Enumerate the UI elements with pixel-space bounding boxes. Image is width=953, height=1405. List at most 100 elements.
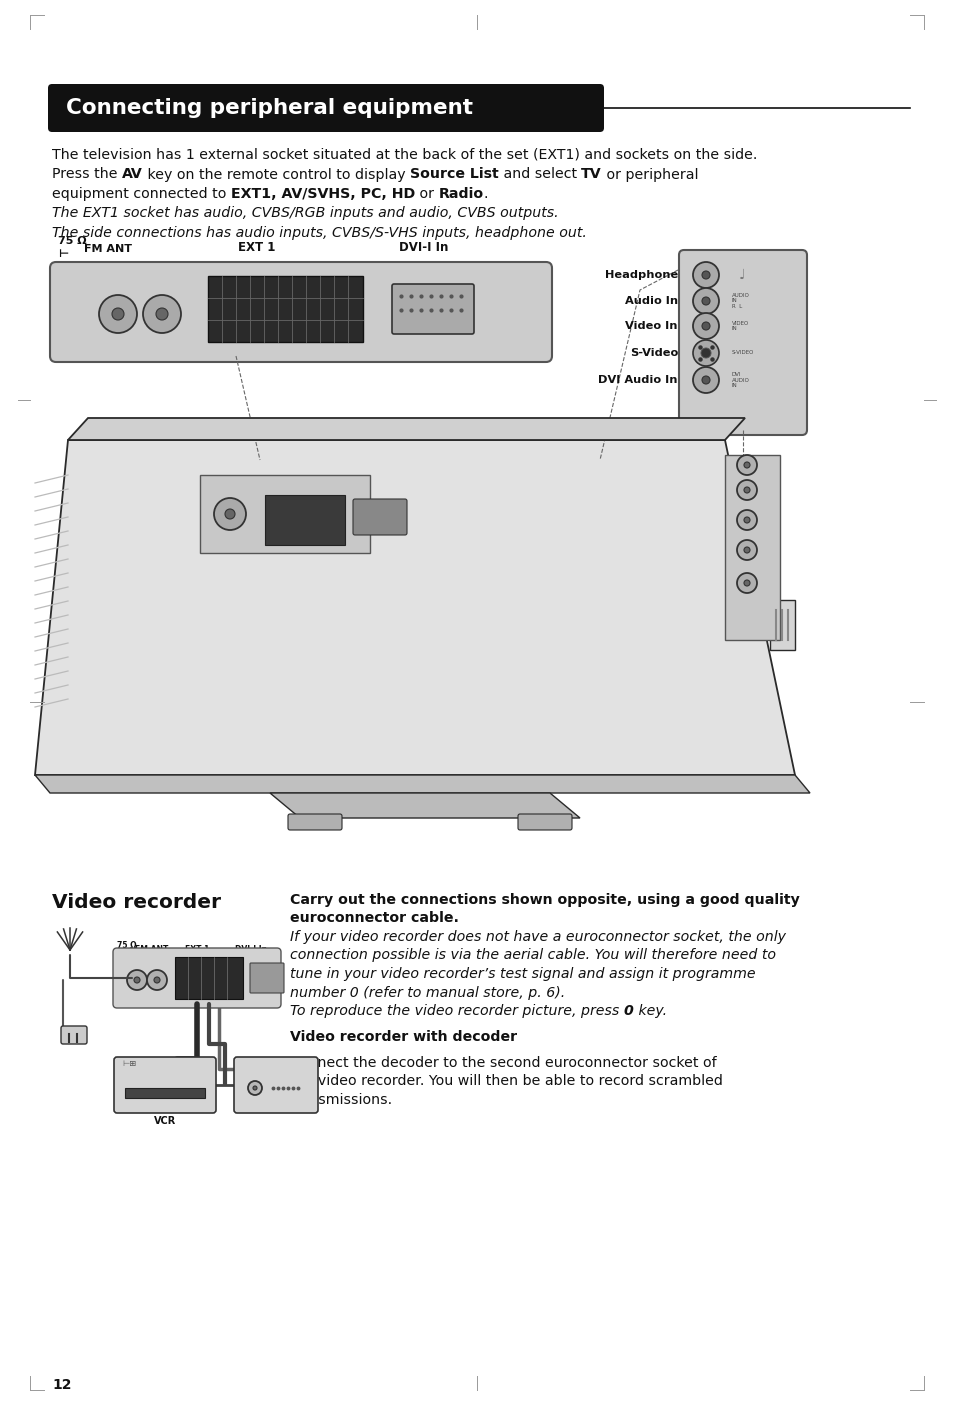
FancyBboxPatch shape xyxy=(288,813,341,830)
Circle shape xyxy=(743,462,749,468)
Text: TV: TV xyxy=(580,167,601,181)
Circle shape xyxy=(743,580,749,586)
Text: DVI Audio In: DVI Audio In xyxy=(598,375,678,385)
Polygon shape xyxy=(35,776,809,792)
Text: number 0 (refer to manual store, p. 6).: number 0 (refer to manual store, p. 6). xyxy=(290,985,565,999)
Circle shape xyxy=(156,308,168,320)
Text: Source List: Source List xyxy=(410,167,498,181)
FancyBboxPatch shape xyxy=(61,1026,87,1044)
Text: ⊢: ⊢ xyxy=(58,249,68,259)
Circle shape xyxy=(133,976,140,983)
Circle shape xyxy=(692,367,719,393)
Polygon shape xyxy=(270,792,579,818)
Circle shape xyxy=(99,295,137,333)
Circle shape xyxy=(692,340,719,365)
Text: or: or xyxy=(415,187,438,201)
Text: key on the remote control to display: key on the remote control to display xyxy=(143,167,410,181)
Circle shape xyxy=(147,969,167,991)
Circle shape xyxy=(701,377,709,384)
Bar xyxy=(200,475,370,554)
Text: euroconnector cable.: euroconnector cable. xyxy=(290,912,458,926)
Text: AUDIO
IN
R  L: AUDIO IN R L xyxy=(731,294,749,309)
FancyBboxPatch shape xyxy=(250,962,284,993)
Circle shape xyxy=(743,547,749,554)
Text: The side connections has audio inputs, CVBS/S-VHS inputs, headphone out.: The side connections has audio inputs, C… xyxy=(52,226,586,240)
Text: 75 Ω: 75 Ω xyxy=(58,236,87,246)
Text: Press the: Press the xyxy=(52,167,122,181)
Text: If your video recorder does not have a euroconnector socket, the only: If your video recorder does not have a e… xyxy=(290,930,785,944)
Circle shape xyxy=(213,497,246,530)
Circle shape xyxy=(737,481,757,500)
Circle shape xyxy=(701,271,709,280)
Circle shape xyxy=(692,313,719,339)
Text: Connect the decoder to the second euroconnector socket of: Connect the decoder to the second euroco… xyxy=(290,1055,716,1069)
Circle shape xyxy=(701,322,709,330)
Circle shape xyxy=(248,1080,262,1094)
Text: 0: 0 xyxy=(623,1005,633,1019)
Text: 12: 12 xyxy=(52,1378,71,1392)
Polygon shape xyxy=(769,600,794,651)
Text: equipment connected to: equipment connected to xyxy=(52,187,231,201)
Text: DVI-I In: DVI-I In xyxy=(398,242,448,254)
Text: Video recorder: Video recorder xyxy=(52,894,221,912)
Text: The EXT1 socket has audio, CVBS/RGB inputs and audio, CVBS outputs.: The EXT1 socket has audio, CVBS/RGB inpu… xyxy=(52,207,558,221)
Text: EXT1, AV/SVHS, PC, HD: EXT1, AV/SVHS, PC, HD xyxy=(231,187,415,201)
Circle shape xyxy=(743,488,749,493)
Circle shape xyxy=(692,288,719,313)
Circle shape xyxy=(737,540,757,561)
Text: tune in your video recorder’s test signal and assign it programme: tune in your video recorder’s test signa… xyxy=(290,967,755,981)
Circle shape xyxy=(253,1086,256,1090)
Text: Headphone: Headphone xyxy=(604,270,678,280)
Text: VCR: VCR xyxy=(153,1116,176,1125)
Text: VIDEO
IN: VIDEO IN xyxy=(731,320,748,332)
Circle shape xyxy=(700,348,710,358)
Text: S-VIDEO: S-VIDEO xyxy=(731,350,754,355)
Text: .: . xyxy=(483,187,488,201)
Circle shape xyxy=(225,509,234,518)
Circle shape xyxy=(737,510,757,530)
FancyBboxPatch shape xyxy=(392,284,474,334)
Text: To reproduce the video recorder picture, press: To reproduce the video recorder picture,… xyxy=(290,1005,623,1019)
Circle shape xyxy=(692,261,719,288)
Text: Connecting peripheral equipment: Connecting peripheral equipment xyxy=(66,98,473,118)
Circle shape xyxy=(112,308,124,320)
Text: DVI-I In: DVI-I In xyxy=(234,946,267,954)
Text: connection possible is via the aerial cable. You will therefore need to: connection possible is via the aerial ca… xyxy=(290,948,775,962)
Bar xyxy=(265,495,345,545)
Text: S-Video: S-Video xyxy=(629,348,678,358)
Text: and select: and select xyxy=(498,167,580,181)
Bar xyxy=(174,957,243,999)
Polygon shape xyxy=(35,440,794,776)
Circle shape xyxy=(743,517,749,523)
Circle shape xyxy=(737,573,757,593)
Text: key.: key. xyxy=(633,1005,666,1019)
Text: DVI
AUDIO
IN: DVI AUDIO IN xyxy=(731,372,749,388)
Text: 75 Ω: 75 Ω xyxy=(117,941,136,950)
FancyBboxPatch shape xyxy=(233,1057,317,1113)
Text: FM ANT: FM ANT xyxy=(135,946,168,954)
Circle shape xyxy=(127,969,147,991)
Bar xyxy=(125,1087,205,1097)
FancyBboxPatch shape xyxy=(50,261,552,362)
Text: EXT 1: EXT 1 xyxy=(237,242,275,254)
Circle shape xyxy=(143,295,181,333)
Circle shape xyxy=(701,296,709,305)
Bar xyxy=(208,275,363,341)
Text: or peripheral: or peripheral xyxy=(601,167,698,181)
Text: FM ANT: FM ANT xyxy=(84,244,132,254)
Text: EXT 1: EXT 1 xyxy=(185,946,209,954)
Text: Carry out the connections shown opposite, using a good quality: Carry out the connections shown opposite… xyxy=(290,894,799,908)
Text: transmissions.: transmissions. xyxy=(290,1093,393,1107)
Text: Radio: Radio xyxy=(438,187,483,201)
FancyBboxPatch shape xyxy=(353,499,407,535)
Text: The television has 1 external socket situated at the back of the set (EXT1) and : The television has 1 external socket sit… xyxy=(52,148,757,162)
Circle shape xyxy=(153,976,160,983)
Text: ♩: ♩ xyxy=(739,268,744,282)
Text: the video recorder. You will then be able to record scrambled: the video recorder. You will then be abl… xyxy=(290,1075,722,1089)
Text: ⊢⊞: ⊢⊞ xyxy=(122,1059,136,1068)
Text: Audio In: Audio In xyxy=(624,296,678,306)
Text: Video recorder with decoder: Video recorder with decoder xyxy=(290,1030,517,1044)
FancyBboxPatch shape xyxy=(679,250,806,436)
Bar xyxy=(724,455,780,641)
FancyBboxPatch shape xyxy=(517,813,572,830)
